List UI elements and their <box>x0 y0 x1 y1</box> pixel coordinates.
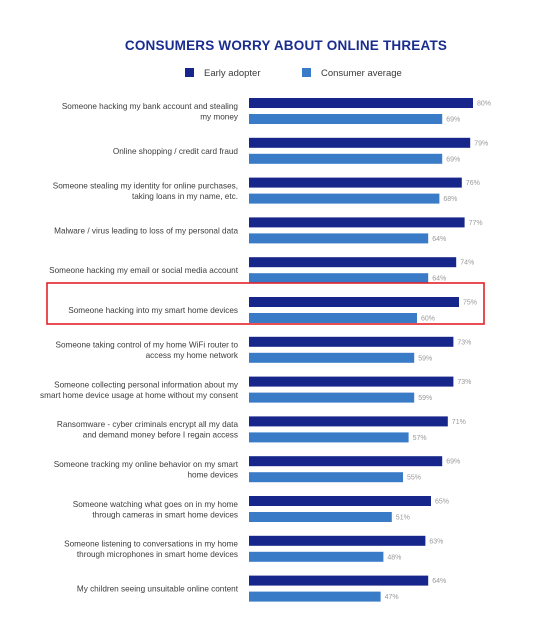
bar-early-adopter <box>249 496 431 506</box>
category-label: Someone tracking my online behavior on m… <box>54 460 239 480</box>
bar-early-adopter <box>249 575 429 586</box>
value-label-early-adopter: 77% <box>469 220 483 227</box>
bar-consumer-average <box>249 591 381 602</box>
value-label-consumer-average: 64% <box>432 276 446 283</box>
bar-early-adopter <box>249 456 443 467</box>
bar-consumer-average <box>249 313 417 323</box>
category-label: Someone watching what goes on in my home… <box>73 500 239 520</box>
bar-early-adopter <box>249 257 457 268</box>
bar-consumer-average <box>249 193 440 204</box>
category-group: 80% 69% Someone hacking my bank account an… <box>62 98 491 124</box>
category-label: Someone listening to conversations in my… <box>64 540 238 560</box>
legend-swatch-early-adopter <box>185 68 194 77</box>
value-label-early-adopter: 73% <box>457 379 471 386</box>
value-label-early-adopter: 80% <box>477 101 491 108</box>
legend: Early adopter Consumer average <box>185 68 402 79</box>
value-label-early-adopter: 63% <box>429 538 443 545</box>
legend-label-consumer-average: Consumer average <box>321 68 402 79</box>
value-label-early-adopter: 74% <box>460 260 474 267</box>
bar-consumer-average <box>249 114 443 124</box>
bar-consumer-average <box>249 512 392 522</box>
bar-consumer-average <box>249 352 415 363</box>
value-label-early-adopter: 75% <box>463 300 477 307</box>
bar-early-adopter <box>249 177 462 188</box>
highlight-box <box>46 282 485 325</box>
bar-consumer-average <box>249 392 415 403</box>
category-label: Online shopping / credit card fraud <box>113 147 239 156</box>
bar-consumer-average <box>249 153 443 164</box>
bar-early-adopter <box>249 535 426 546</box>
legend-swatch-consumer-average <box>302 68 311 77</box>
value-label-consumer-average: 59% <box>418 355 432 362</box>
value-label-consumer-average: 68% <box>443 196 457 203</box>
category-group: 77% 64% Malware / virus leading to loss of… <box>54 217 483 244</box>
value-label-consumer-average: 64% <box>432 236 446 243</box>
category-group: 65% 51% Someone watching what goes on in m… <box>73 496 449 522</box>
category-label: Someone hacking my email or social media… <box>49 266 239 275</box>
bar-early-adopter <box>249 376 454 387</box>
category-group: 64% 47% My children seeing unsuitable onli… <box>77 575 446 602</box>
value-label-consumer-average: 51% <box>396 515 410 522</box>
plot-area: 80% 69% Someone hacking my bank account an… <box>40 98 491 602</box>
value-label-early-adopter: 69% <box>446 459 460 466</box>
legend-label-early-adopter: Early adopter <box>204 68 261 79</box>
category-label: Someone stealing my identity for online … <box>53 181 238 201</box>
category-group: 69% 55% Someone tracking my online behavio… <box>54 456 460 483</box>
bar-early-adopter <box>249 137 471 148</box>
category-label: Someone taking control of my home WiFi r… <box>56 341 239 361</box>
bar-consumer-average <box>249 233 429 244</box>
category-group: 76% 68% Someone stealing my identity for o… <box>53 177 480 204</box>
chart-title: CONSUMERS WORRY ABOUT ONLINE THREATS <box>125 38 447 53</box>
bar-early-adopter <box>249 297 459 307</box>
category-group: 79% 69% Online shopping / credit card frau… <box>113 137 488 164</box>
bar-consumer-average <box>249 273 429 284</box>
value-label-early-adopter: 76% <box>466 180 480 187</box>
category-group: 73% 59% Someone taking control of my home … <box>56 336 471 363</box>
value-label-consumer-average: 48% <box>387 554 401 561</box>
value-label-consumer-average: 69% <box>446 117 460 124</box>
value-label-consumer-average: 47% <box>385 594 399 601</box>
category-label: Malware / virus leading to loss of my pe… <box>54 226 238 235</box>
bar-consumer-average <box>249 551 384 562</box>
category-group: 63% 48% Someone listening to conversations… <box>64 535 443 562</box>
bar-early-adopter <box>249 98 473 108</box>
value-label-early-adopter: 79% <box>474 140 488 147</box>
value-label-early-adopter: 65% <box>435 499 449 506</box>
value-label-consumer-average: 60% <box>421 316 435 323</box>
category-label: Someone collecting personal information … <box>40 380 239 400</box>
bar-early-adopter <box>249 336 454 347</box>
value-label-consumer-average: 57% <box>413 435 427 442</box>
bar-early-adopter <box>249 416 448 427</box>
category-label: Ransomware - cyber criminals encrypt all… <box>57 420 239 440</box>
value-label-early-adopter: 64% <box>432 578 446 585</box>
bar-consumer-average <box>249 432 409 443</box>
category-group: 71% 57% Ransomware - cyber criminals encry… <box>57 416 466 443</box>
value-label-early-adopter: 73% <box>457 339 471 346</box>
bar-early-adopter <box>249 217 465 228</box>
value-label-consumer-average: 55% <box>407 475 421 482</box>
value-label-early-adopter: 71% <box>452 419 466 426</box>
bar-consumer-average <box>249 472 403 483</box>
category-label: Someone hacking into my smart home devic… <box>68 306 238 315</box>
value-label-consumer-average: 59% <box>418 395 432 402</box>
category-label: My children seeing unsuitable online con… <box>77 585 239 594</box>
category-label: Someone hacking my bank account and stea… <box>62 102 239 122</box>
category-group: 75% 60% Someone hacking into my smart home… <box>46 282 485 325</box>
category-group: 73% 59% Someone collecting personal inform… <box>40 376 471 403</box>
value-label-consumer-average: 69% <box>446 156 460 163</box>
category-group: 74% 64% Someone hacking my email or social… <box>49 257 474 284</box>
